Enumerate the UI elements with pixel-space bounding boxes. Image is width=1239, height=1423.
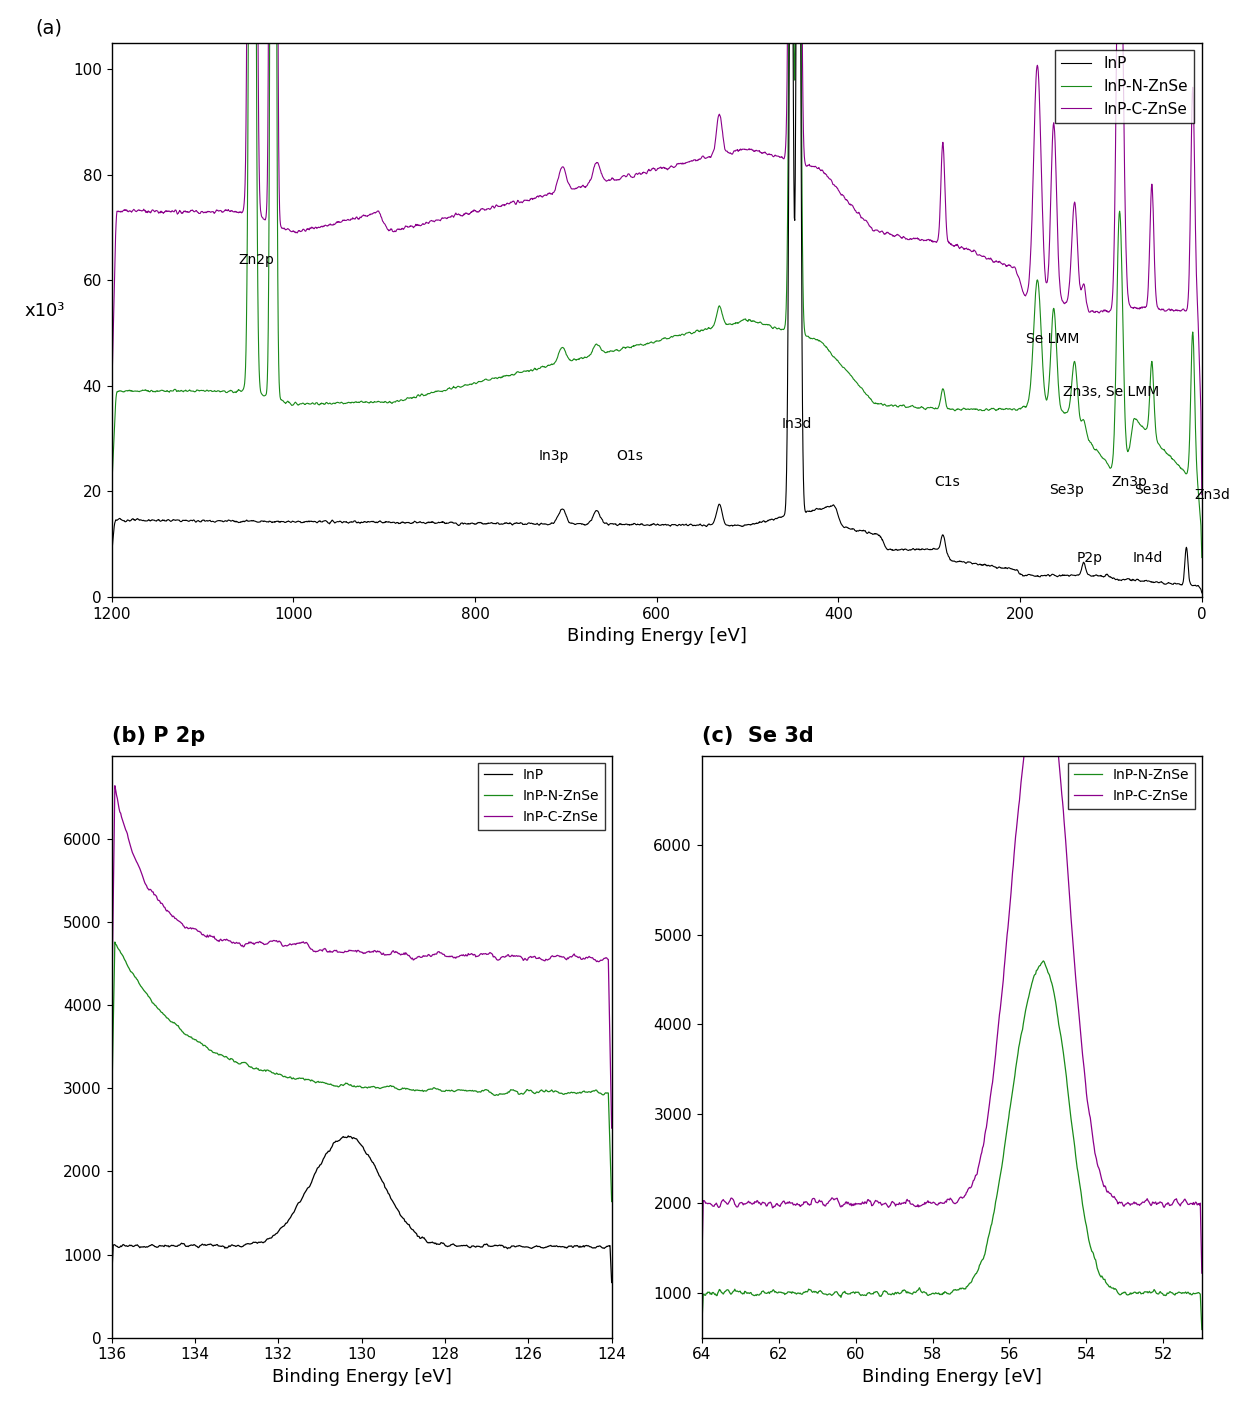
Text: (a): (a) [35,18,62,37]
Text: O1s: O1s [616,448,643,462]
X-axis label: Binding Energy [eV]: Binding Energy [eV] [566,628,747,645]
Text: Se3d: Se3d [1135,482,1170,497]
Text: Zn3d: Zn3d [1194,488,1230,502]
Text: Se3p: Se3p [1049,482,1084,497]
Text: Zn2p: Zn2p [239,253,275,268]
Text: In3p: In3p [539,448,569,462]
Text: P2p: P2p [1077,552,1103,565]
Text: Se LMM: Se LMM [1026,333,1080,346]
X-axis label: Binding Energy [eV]: Binding Energy [eV] [271,1368,451,1386]
Legend: InP-N-ZnSe, InP-C-ZnSe: InP-N-ZnSe, InP-C-ZnSe [1068,763,1194,808]
Legend: InP, InP-N-ZnSe, InP-C-ZnSe: InP, InP-N-ZnSe, InP-C-ZnSe [478,763,605,830]
Text: C1s: C1s [934,475,959,490]
Y-axis label: x10³: x10³ [25,302,66,320]
Text: In4d: In4d [1132,552,1163,565]
Text: Zn3p: Zn3p [1111,475,1147,490]
X-axis label: Binding Energy [eV]: Binding Energy [eV] [862,1368,1042,1386]
Text: In3d: In3d [782,417,813,431]
Legend: InP, InP-N-ZnSe, InP-C-ZnSe: InP, InP-N-ZnSe, InP-C-ZnSe [1054,50,1194,122]
Text: Zn3s, Se LMM: Zn3s, Se LMM [1063,386,1158,400]
Text: (b) P 2p: (b) P 2p [112,726,204,746]
Text: (c)  Se 3d: (c) Se 3d [701,726,814,746]
